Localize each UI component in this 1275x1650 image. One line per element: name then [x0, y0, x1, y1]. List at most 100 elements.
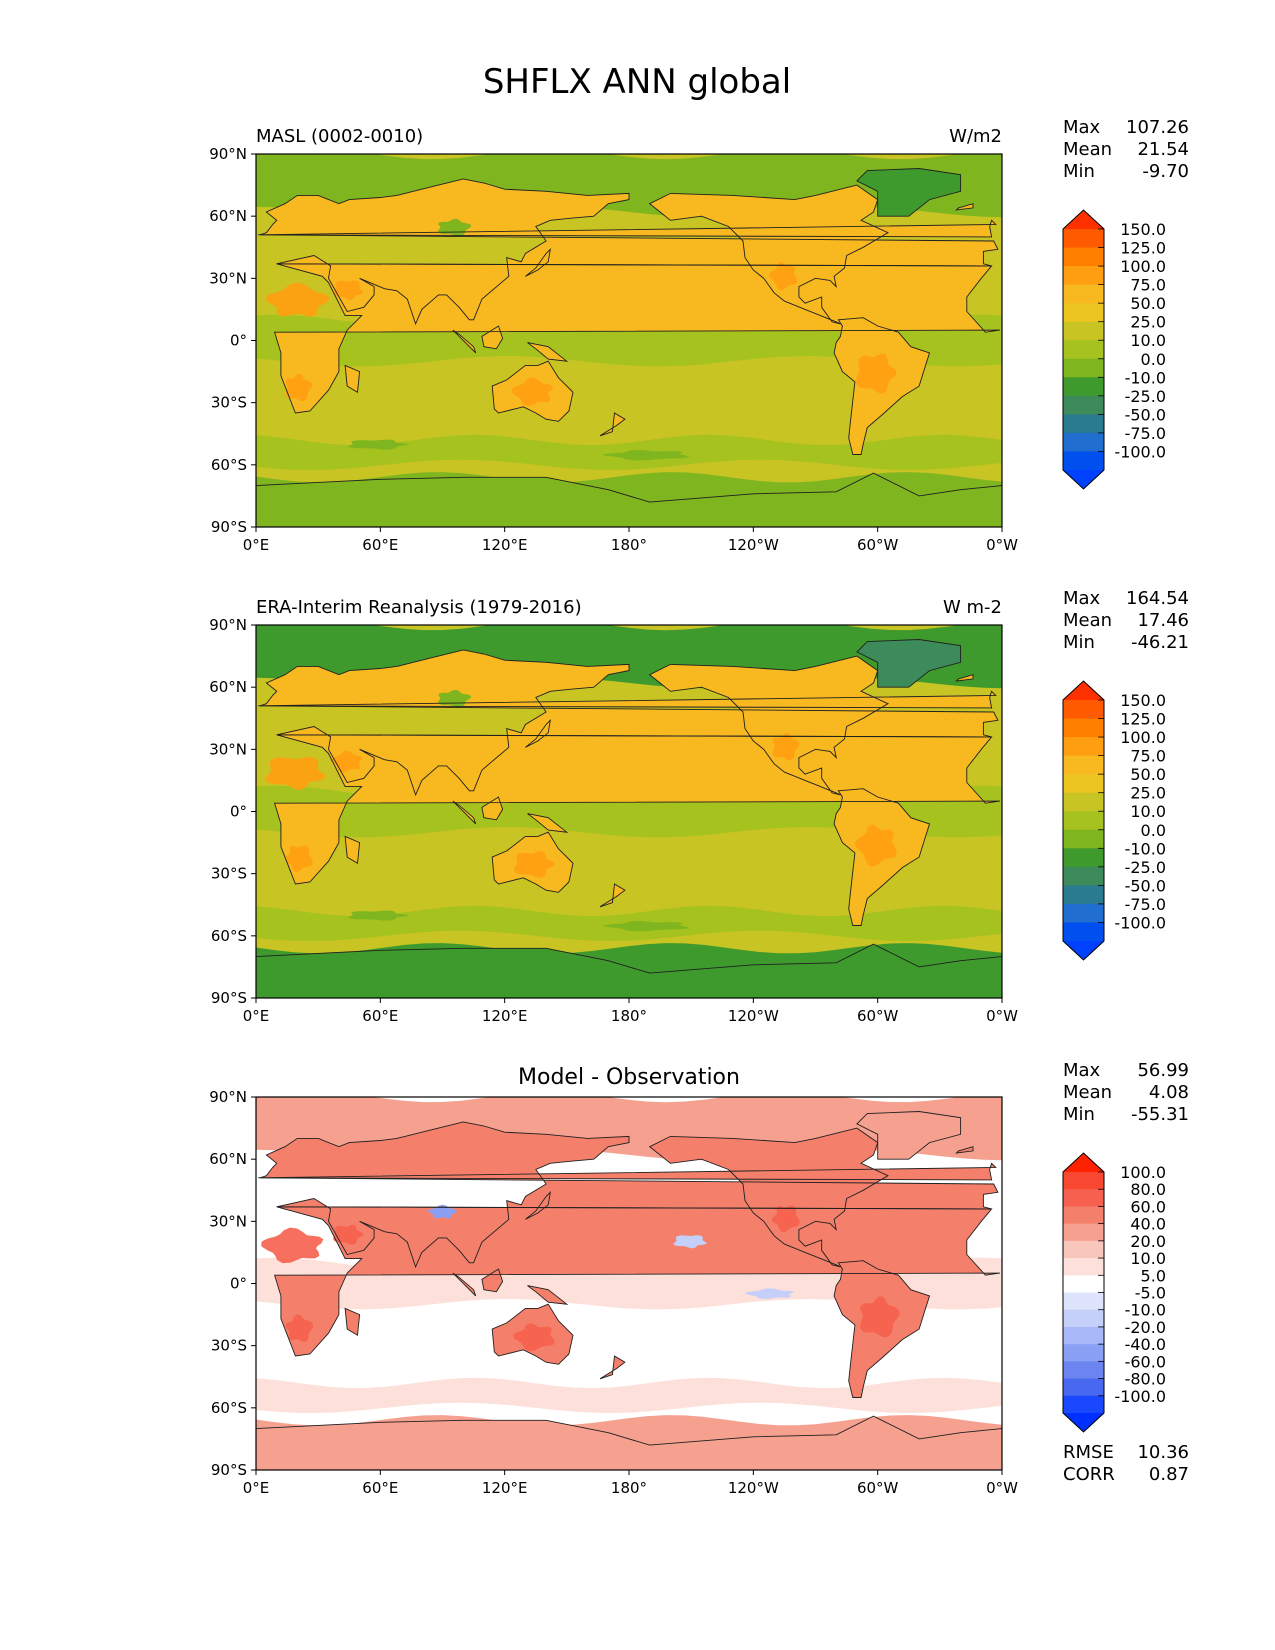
- panel-ref: 0°E 60°E 120°E 180° 120°W 60°W 0°W 90°N 60°N 30°N…: [209, 588, 1189, 1025]
- lon-tick-label: 180°: [611, 536, 647, 554]
- coastline: [648, 1127, 889, 1268]
- colorbar-segment: [1063, 414, 1104, 434]
- field-patch: [428, 1204, 457, 1219]
- colorbar-label: 40.0: [1130, 1215, 1166, 1234]
- colorbar-segment: [1063, 1309, 1104, 1328]
- coastline: [491, 831, 574, 893]
- lat-tick-label: 0°: [230, 332, 247, 350]
- colorbar-segment: [1063, 266, 1104, 286]
- lat-tick-label: 30°N: [209, 269, 247, 287]
- coastline: [527, 813, 569, 833]
- lat-tick-label: 60°N: [209, 1150, 247, 1168]
- panel-units: W/m2: [949, 126, 1002, 147]
- lon-tick-label: 0°W: [986, 536, 1018, 554]
- lon-tick-label: 120°W: [728, 1479, 779, 1497]
- coastline: [525, 718, 551, 748]
- colorbar-label: -100.0: [1114, 1387, 1166, 1406]
- field-patch: [854, 824, 897, 867]
- field-patch: [332, 1224, 364, 1245]
- field-patch: [284, 845, 313, 873]
- colorbar-extend-max: [1063, 1153, 1104, 1172]
- land-field: [345, 836, 360, 864]
- colorbar-segment: [1063, 1206, 1104, 1225]
- colorbar-label: 5.0: [1141, 1266, 1166, 1285]
- coastline: [599, 883, 626, 908]
- colorbar-segment: [1063, 1292, 1104, 1311]
- colorbar-label: 100.0: [1120, 1163, 1166, 1182]
- colorbar-label: -100.0: [1114, 913, 1166, 932]
- field-patch: [348, 439, 409, 450]
- coastline: [525, 247, 551, 277]
- land-field: [600, 884, 625, 907]
- coastline: [344, 1307, 361, 1337]
- colorbar-label: -40.0: [1125, 1335, 1166, 1354]
- colorbar-segment: [1063, 1378, 1104, 1397]
- field-patch: [265, 757, 326, 791]
- colorbar-segment: [1063, 1223, 1104, 1242]
- land-field: [527, 1285, 567, 1305]
- lat-tick-label: 90°N: [209, 1088, 247, 1106]
- field-patch: [855, 353, 897, 394]
- coastline: [259, 1121, 999, 1269]
- colorbar-segment: [1063, 1275, 1104, 1294]
- colorbar-label: -25.0: [1125, 858, 1166, 877]
- land-field: [527, 342, 567, 362]
- colorbar-label: -50.0: [1125, 876, 1166, 895]
- colorbar-label: 50.0: [1130, 765, 1166, 784]
- coastline: [344, 835, 361, 865]
- colorbar-label: -50.0: [1125, 405, 1166, 424]
- lat-tick-label: 30°S: [211, 865, 247, 883]
- field-patch: [769, 262, 798, 291]
- stat-value: 56.99: [1137, 1060, 1189, 1081]
- metric-value: 10.36: [1137, 1442, 1189, 1463]
- lon-tick-label: 120°W: [728, 536, 779, 554]
- colorbar: 100.080.060.040.020.010.05.0-5.0-10.0-20…: [1062, 1152, 1166, 1433]
- field-patch: [511, 377, 553, 406]
- lon-tick-label: 120°E: [482, 1479, 528, 1497]
- land-field: [260, 1121, 998, 1267]
- colorbar-label: 50.0: [1130, 294, 1166, 313]
- colorbar: 150.0125.0100.075.050.025.010.00.0-10.0-…: [1062, 680, 1166, 961]
- field-patch: [513, 851, 555, 878]
- coastline: [452, 800, 477, 825]
- lon-tick-label: 0°W: [986, 1479, 1018, 1497]
- stat-value: -9.70: [1142, 161, 1189, 182]
- colorbar-segment: [1063, 903, 1104, 924]
- map-field: [256, 154, 1002, 527]
- stat-value: -46.21: [1131, 632, 1189, 653]
- panel-title-left: ERA-Interim Reanalysis (1979-2016): [256, 597, 582, 618]
- field-patch: [261, 1227, 324, 1264]
- colorbar-segment: [1063, 774, 1104, 794]
- lat-tick-label: 60°S: [211, 456, 247, 474]
- coastline: [856, 1111, 962, 1160]
- colorbar-label: 150.0: [1120, 691, 1166, 710]
- field-patch: [745, 1288, 794, 1299]
- coastline: [258, 219, 997, 238]
- field-patch: [331, 750, 363, 772]
- colorbar-segment: [1063, 432, 1104, 453]
- panel-diff: 0°E 60°E 120°E 180° 120°W 60°W 0°W 90°N 60°N 30°N…: [209, 1060, 1189, 1497]
- colorbar-label: 0.0: [1141, 350, 1166, 369]
- colorbar-label: 80.0: [1130, 1180, 1166, 1199]
- colorbar-segment: [1063, 451, 1104, 471]
- colorbar-segment: [1063, 1326, 1104, 1345]
- colorbar-segment: [1063, 303, 1104, 323]
- coastline: [648, 655, 889, 796]
- field-patch: [285, 1314, 314, 1342]
- coastline: [344, 364, 361, 394]
- lon-tick-label: 60°E: [362, 536, 398, 554]
- coastline: [258, 1162, 997, 1181]
- lat-tick-label: 60°S: [211, 927, 247, 945]
- colorbar-segment: [1063, 1395, 1104, 1414]
- land-field: [649, 185, 888, 324]
- coastline: [273, 263, 1000, 414]
- field-patch: [285, 373, 313, 402]
- colorbar-segment: [1063, 377, 1104, 397]
- stat-label: Min: [1063, 1104, 1095, 1125]
- coastline: [599, 412, 626, 437]
- coastline: [273, 1206, 1000, 1357]
- land-field: [260, 178, 998, 324]
- coastline: [527, 342, 569, 362]
- colorbar-segment: [1063, 700, 1104, 720]
- figure-title: SHFLX ANN global: [483, 62, 791, 102]
